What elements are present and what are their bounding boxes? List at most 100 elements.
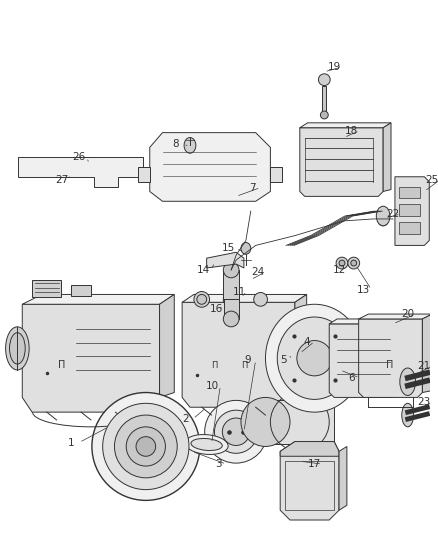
Text: 12: 12: [332, 265, 346, 275]
Ellipse shape: [297, 341, 332, 376]
Text: 4: 4: [304, 336, 310, 346]
Bar: [399, 187, 420, 198]
Ellipse shape: [348, 257, 360, 269]
Ellipse shape: [265, 304, 364, 412]
Ellipse shape: [339, 260, 345, 266]
Ellipse shape: [376, 206, 390, 226]
Ellipse shape: [114, 415, 177, 478]
Ellipse shape: [402, 403, 413, 427]
Text: П: П: [241, 361, 247, 370]
Ellipse shape: [254, 293, 268, 306]
Text: П: П: [58, 360, 65, 370]
Text: 23: 23: [418, 397, 431, 407]
Polygon shape: [150, 133, 270, 201]
Ellipse shape: [197, 294, 207, 304]
Text: 11: 11: [233, 287, 246, 296]
Bar: [223, 270, 239, 300]
Polygon shape: [138, 167, 150, 182]
Ellipse shape: [378, 216, 388, 226]
Text: 26: 26: [73, 152, 86, 162]
Bar: [322, 86, 326, 115]
Text: 3: 3: [215, 459, 222, 469]
Text: 24: 24: [251, 267, 264, 277]
Text: 6: 6: [349, 373, 355, 383]
Ellipse shape: [223, 311, 239, 327]
Polygon shape: [395, 177, 429, 245]
Bar: [399, 204, 420, 216]
Text: П: П: [212, 361, 218, 370]
Text: 2: 2: [182, 414, 188, 424]
Ellipse shape: [6, 327, 29, 370]
Ellipse shape: [223, 262, 239, 278]
Polygon shape: [329, 319, 406, 324]
Polygon shape: [422, 314, 432, 392]
Polygon shape: [295, 294, 307, 398]
Bar: [71, 285, 91, 296]
Text: 14: 14: [197, 265, 210, 275]
Text: 15: 15: [222, 244, 235, 253]
Text: 7: 7: [249, 183, 256, 192]
Polygon shape: [182, 294, 307, 302]
Polygon shape: [270, 167, 282, 182]
Text: П: П: [386, 360, 393, 370]
Ellipse shape: [321, 111, 328, 119]
Bar: [285, 461, 334, 510]
Text: 10: 10: [206, 381, 219, 391]
Text: 25: 25: [426, 175, 438, 185]
Text: 27: 27: [55, 175, 68, 185]
Text: 13: 13: [357, 285, 370, 295]
Ellipse shape: [136, 437, 155, 456]
Ellipse shape: [223, 418, 250, 446]
Polygon shape: [359, 319, 422, 398]
Ellipse shape: [191, 439, 222, 450]
Polygon shape: [329, 324, 398, 398]
Ellipse shape: [383, 378, 393, 387]
Bar: [32, 280, 61, 297]
Bar: [399, 222, 420, 233]
Ellipse shape: [126, 427, 166, 466]
Polygon shape: [207, 252, 244, 268]
Polygon shape: [22, 304, 159, 412]
Text: 19: 19: [328, 62, 341, 72]
Text: 16: 16: [210, 304, 223, 314]
Ellipse shape: [205, 400, 268, 463]
Text: 1: 1: [68, 438, 74, 448]
Ellipse shape: [184, 138, 196, 153]
Ellipse shape: [318, 74, 330, 86]
Ellipse shape: [92, 392, 200, 500]
Polygon shape: [280, 441, 339, 456]
Polygon shape: [18, 157, 143, 187]
Polygon shape: [22, 294, 174, 304]
Polygon shape: [339, 447, 347, 510]
Text: 18: 18: [345, 126, 358, 136]
Ellipse shape: [277, 317, 352, 399]
Polygon shape: [300, 123, 391, 128]
Polygon shape: [280, 441, 339, 520]
Ellipse shape: [351, 260, 357, 266]
Text: 9: 9: [244, 355, 251, 365]
Ellipse shape: [223, 292, 239, 307]
Bar: [265, 400, 334, 443]
Text: 20: 20: [401, 309, 414, 319]
Polygon shape: [398, 319, 406, 392]
Polygon shape: [159, 294, 174, 398]
Ellipse shape: [400, 368, 416, 395]
Polygon shape: [383, 123, 391, 191]
Polygon shape: [182, 302, 295, 407]
Text: 17: 17: [308, 459, 321, 469]
Text: 21: 21: [418, 361, 431, 371]
Text: 22: 22: [386, 209, 399, 219]
Ellipse shape: [336, 257, 348, 269]
Ellipse shape: [241, 243, 251, 254]
Polygon shape: [300, 128, 383, 196]
Ellipse shape: [194, 292, 209, 307]
Ellipse shape: [102, 403, 189, 490]
Ellipse shape: [10, 333, 25, 364]
Text: 5: 5: [280, 355, 286, 365]
Ellipse shape: [241, 398, 290, 447]
Bar: [224, 300, 239, 319]
Polygon shape: [359, 314, 432, 319]
Ellipse shape: [185, 434, 228, 455]
Text: 8: 8: [172, 140, 179, 149]
Ellipse shape: [215, 410, 258, 454]
